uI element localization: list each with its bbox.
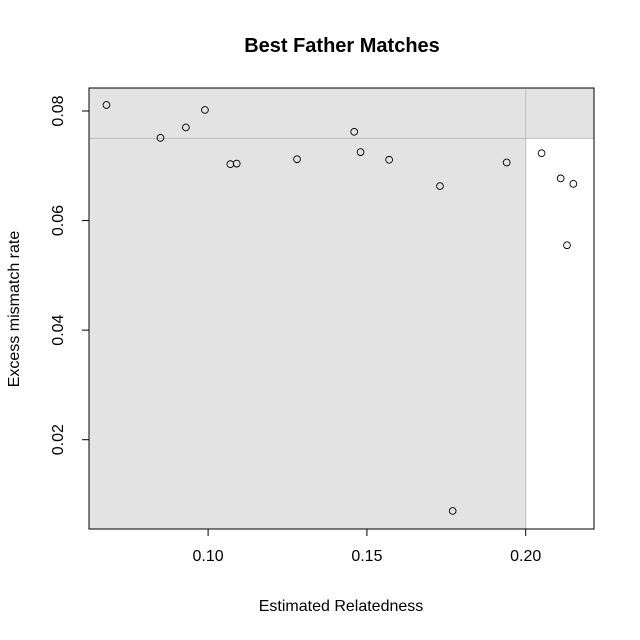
data-point bbox=[232, 159, 241, 168]
data-point bbox=[436, 182, 444, 190]
data-point bbox=[556, 174, 565, 183]
x-tick-label: 0.15 bbox=[351, 548, 382, 565]
data-point bbox=[102, 101, 111, 109]
data-point bbox=[569, 180, 578, 188]
y-tick-label: 0.08 bbox=[50, 95, 67, 126]
x-tick-label: 0.10 bbox=[193, 548, 224, 565]
data-point bbox=[563, 241, 571, 250]
data-point bbox=[182, 123, 190, 132]
y-tick-label: 0.02 bbox=[50, 424, 67, 455]
data-point bbox=[537, 149, 546, 158]
data-point bbox=[293, 155, 301, 164]
y-axis-label: Excess mismatch rate bbox=[6, 231, 23, 388]
x-tick-label: 0.20 bbox=[510, 548, 541, 565]
data-point bbox=[448, 507, 457, 515]
shaded-region-left bbox=[89, 88, 526, 529]
y-tick-label: 0.04 bbox=[50, 314, 67, 345]
y-tick-label: 0.06 bbox=[50, 205, 67, 236]
data-point bbox=[356, 148, 365, 156]
data-point bbox=[350, 127, 359, 136]
plot-area: 0.10 0.15 0.20 0.02 0.04 0.06 0.08 bbox=[50, 87, 595, 565]
data-point bbox=[502, 158, 511, 167]
data-point bbox=[156, 134, 165, 142]
data-point bbox=[385, 155, 393, 164]
data-point bbox=[201, 106, 209, 114]
shaded-region-top bbox=[525, 88, 594, 139]
chart-title: Best Father Matches bbox=[244, 35, 440, 57]
x-axis-label: Estimated Relatedness bbox=[259, 598, 424, 615]
